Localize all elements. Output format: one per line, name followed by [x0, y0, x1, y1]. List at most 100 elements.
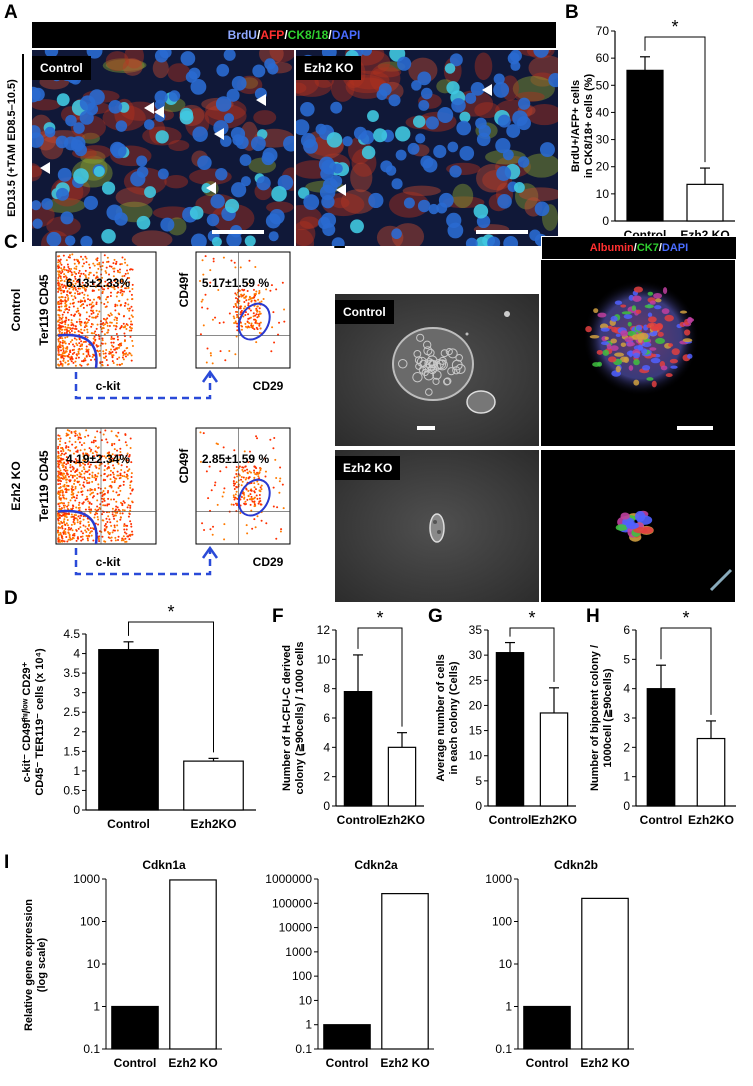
nucleus [64, 136, 78, 151]
flow-event [122, 500, 125, 503]
flow-event [57, 519, 60, 522]
nucleus [223, 113, 235, 124]
flow-event [78, 462, 81, 465]
flow-event [95, 271, 98, 274]
gate-percentage: 6.13±2.33% [66, 276, 130, 290]
nucleus [326, 132, 343, 148]
flow-event [106, 295, 109, 298]
cytoplasm-stain [105, 51, 129, 72]
flow-event [59, 277, 62, 280]
x-category-label: Ezh2 KO [380, 1056, 429, 1070]
flow-event [80, 364, 83, 367]
flow-event [80, 347, 83, 350]
flow-event [89, 530, 92, 533]
fluorescence-ko [541, 450, 735, 602]
flow-event [60, 472, 63, 475]
flow-event [57, 313, 60, 316]
flow-event [65, 497, 68, 500]
flow-event [64, 321, 67, 324]
flow-event [206, 347, 209, 350]
flow-event [59, 489, 62, 492]
flow-event [124, 302, 127, 305]
flow-event [72, 518, 75, 521]
flow-event [110, 539, 113, 542]
flow-event [65, 467, 68, 470]
flow-event [74, 296, 77, 299]
flow-event [82, 484, 85, 487]
flow-event [113, 529, 116, 532]
flow-event [90, 534, 93, 537]
flow-event [113, 318, 116, 321]
flow-event [58, 533, 61, 536]
nucleus [41, 198, 53, 210]
flow-event [86, 538, 89, 541]
cytoplasm-stain [474, 102, 500, 119]
colony-cell [687, 316, 693, 324]
colony-cell [623, 356, 630, 363]
cytoplasm-stain [528, 55, 558, 81]
flow-event [82, 359, 85, 362]
flow-event [68, 459, 71, 462]
flow-event [109, 321, 112, 324]
flow-event [77, 312, 80, 315]
y-axis-label: BrdU+/AFP+ cells [570, 80, 582, 172]
flow-event [89, 285, 92, 288]
stain-afp: AFP [260, 28, 285, 42]
flow-event [91, 356, 94, 359]
flow-event [58, 271, 61, 274]
flow-event [111, 513, 114, 516]
flow-event [106, 364, 109, 367]
flow-event [59, 494, 62, 497]
flow-event [92, 441, 95, 444]
flow-event [57, 479, 60, 482]
colony-cell [635, 309, 642, 314]
flow-event [97, 446, 100, 449]
nucleus [136, 215, 151, 230]
colony-cell [413, 349, 422, 358]
y-tick-label: 1 [505, 1000, 512, 1014]
colony-cell [397, 358, 408, 369]
flow-event [118, 458, 121, 461]
flow-event [73, 351, 76, 354]
colony-cell [625, 522, 639, 530]
flow-event [71, 476, 74, 479]
flow-event [214, 481, 217, 484]
flow-event [120, 453, 123, 456]
flow-event [73, 271, 76, 274]
flow-event [75, 445, 78, 448]
stain-albumin: Albumin [589, 242, 634, 254]
flow-event [59, 540, 62, 543]
flow-event [122, 358, 125, 361]
flow-event [216, 503, 219, 506]
flow-event [58, 443, 61, 446]
phase-contrast-control: Control [335, 294, 539, 446]
flow-event [98, 263, 101, 266]
nucleus [507, 52, 520, 65]
flow-event [97, 288, 100, 291]
flow-event [84, 324, 87, 327]
flow-event [85, 350, 88, 353]
flow-plot-frame [195, 251, 291, 369]
flow-event [233, 449, 236, 452]
flow-event [211, 318, 214, 321]
flow-event [122, 290, 125, 293]
flow-event [117, 538, 120, 541]
tag-control: Control [335, 300, 394, 324]
flow-event [77, 350, 80, 353]
cytoplasm-stain [474, 52, 493, 81]
flow-event [75, 470, 78, 473]
flow-event [131, 488, 134, 491]
nucleus [79, 110, 94, 125]
flow-event [73, 314, 76, 317]
flow-event [120, 286, 123, 289]
flow-event [100, 268, 103, 271]
flow-event [57, 434, 60, 437]
flow-event [67, 488, 70, 491]
flow-event [59, 460, 62, 463]
flow-event [88, 501, 91, 504]
flow-event [80, 535, 83, 538]
flow-event [98, 353, 101, 356]
y-axis-label: Number of bipotent colony / [589, 645, 601, 791]
flow-event [126, 506, 129, 509]
flow-event [85, 261, 88, 264]
